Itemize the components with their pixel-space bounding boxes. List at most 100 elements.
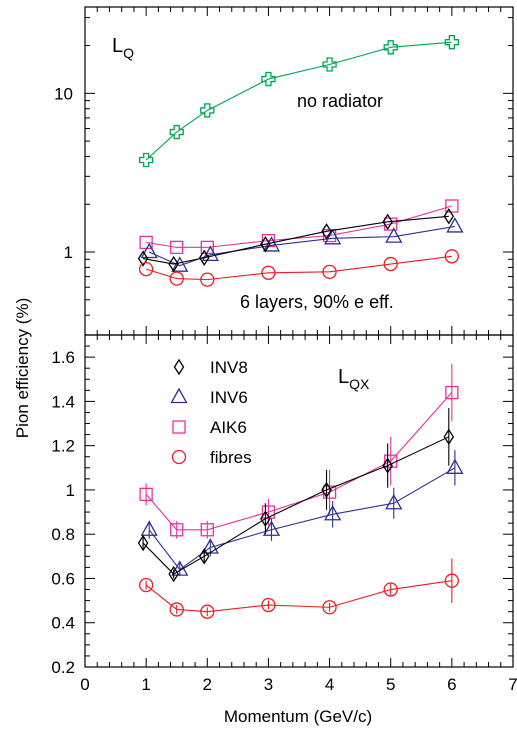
data-point-AIK6 bbox=[170, 523, 184, 537]
x-tick-label: 3 bbox=[264, 675, 273, 694]
x-tick-label: 7 bbox=[508, 675, 517, 694]
top-frame bbox=[84, 6, 514, 336]
data-point-INV6 bbox=[262, 520, 281, 536]
series-line-AIK6 bbox=[146, 205, 453, 248]
data-point-INV6 bbox=[385, 493, 403, 510]
legend-marker-fibres bbox=[171, 449, 187, 465]
data-point-AIK6 bbox=[200, 523, 214, 537]
y-tick-label: 1 bbox=[64, 243, 73, 262]
data-point-INV6 bbox=[324, 228, 342, 245]
panel-label-sub: Q bbox=[123, 45, 134, 61]
data-point-INV8 bbox=[168, 255, 179, 273]
annotation-no-radiator: no radiator bbox=[297, 91, 383, 111]
y-tick-label: 1 bbox=[66, 481, 75, 500]
legend-label-INV6: INV6 bbox=[210, 388, 248, 407]
x-tick-label: 2 bbox=[203, 675, 212, 694]
panel-label-top: LQ bbox=[112, 35, 134, 61]
legend-label-INV8: INV8 bbox=[210, 358, 248, 377]
data-point-INV8 bbox=[321, 223, 332, 240]
data-point-fibres bbox=[383, 582, 398, 597]
data-point-INV8 bbox=[443, 428, 455, 446]
y-tick-label: 1.4 bbox=[51, 392, 75, 411]
annotation-layers: 6 layers, 90% e eff. bbox=[240, 292, 394, 312]
series-line-INV8 bbox=[142, 215, 449, 265]
x-tick-label: 1 bbox=[141, 675, 150, 694]
legend: INV8 INV6 AIK6 fibres bbox=[170, 358, 252, 467]
series-line-fibres bbox=[145, 580, 452, 613]
data-point-fibres bbox=[138, 577, 154, 593]
data-point-fibres bbox=[322, 264, 337, 280]
data-point-fibres bbox=[444, 573, 460, 588]
series-line-fibres bbox=[145, 255, 452, 281]
x-tick-label: 0 bbox=[80, 675, 89, 694]
data-point-fibres bbox=[383, 256, 398, 272]
x-tick-label: 6 bbox=[447, 675, 456, 694]
data-point-INV6 bbox=[140, 242, 158, 259]
data-point-INV8 bbox=[321, 481, 332, 499]
y-tick-label: 0.6 bbox=[51, 569, 75, 588]
data-point-fibres bbox=[200, 604, 215, 619]
data-point-fibres bbox=[200, 272, 215, 287]
data-point-fibres bbox=[261, 265, 276, 280]
data-point-INV8 bbox=[168, 565, 179, 583]
series-line-INV8 bbox=[142, 436, 450, 575]
y-tick-label: 1.6 bbox=[51, 348, 75, 367]
legend-label-AIK6: AIK6 bbox=[210, 418, 247, 437]
data-point-INV8 bbox=[260, 236, 271, 253]
data-point-AIK6 bbox=[261, 505, 276, 519]
legend-marker-INV6 bbox=[170, 387, 188, 404]
data-point-INV8 bbox=[198, 249, 210, 266]
data-point-fibres bbox=[138, 261, 154, 277]
data-point-fibres bbox=[322, 600, 337, 615]
data-point-INV8 bbox=[137, 250, 149, 267]
y-tick-label: 0.2 bbox=[51, 658, 75, 677]
panel-label-bottom: LQX bbox=[338, 366, 370, 392]
legend-marker-AIK6 bbox=[172, 420, 186, 434]
data-point-AIK6 bbox=[445, 385, 459, 400]
data-point-green bbox=[261, 71, 276, 87]
data-point-INV8 bbox=[198, 548, 210, 565]
data-point-green bbox=[200, 103, 215, 118]
legend-marker-INV8 bbox=[173, 358, 185, 376]
series-line-green bbox=[145, 41, 452, 161]
data-point-INV8 bbox=[382, 213, 393, 231]
data-point-INV6 bbox=[171, 256, 189, 272]
data-point-fibres bbox=[444, 249, 460, 264]
data-point-INV8 bbox=[260, 510, 271, 527]
data-point-fibres bbox=[169, 271, 184, 286]
series-line-AIK6 bbox=[145, 392, 453, 531]
y-axis-label: Pion efficiency (%) bbox=[13, 298, 32, 438]
bottom-panel: 0.20.40.60.811.21.41.60 1 2 3 4 5 6 7LQXINV8INV… bbox=[51, 334, 517, 694]
data-point-INV6 bbox=[446, 217, 464, 233]
data-point-AIK6 bbox=[170, 240, 184, 255]
y-tick-label: 0.4 bbox=[51, 614, 75, 633]
data-point-green bbox=[169, 124, 184, 140]
y-tick-label: 10 bbox=[54, 84, 73, 103]
top-panel: 1 10 LQ no radiator 6 layers, 90% e eff. bbox=[54, 6, 514, 336]
data-point-green bbox=[138, 152, 154, 168]
data-point-INV8 bbox=[382, 457, 393, 474]
data-point-INV6 bbox=[324, 504, 342, 521]
data-point-green bbox=[383, 40, 398, 55]
data-point-green bbox=[322, 57, 337, 72]
data-point-INV6 bbox=[446, 458, 464, 474]
y-tick-label: 1.2 bbox=[51, 437, 75, 456]
data-point-AIK6 bbox=[139, 487, 153, 502]
data-point-fibres bbox=[261, 597, 276, 613]
series-line-INV6 bbox=[148, 225, 456, 267]
data-point-AIK6 bbox=[445, 199, 459, 213]
data-point-INV8 bbox=[443, 208, 455, 225]
data-point-INV8 bbox=[137, 534, 149, 552]
panel-label-sub: QX bbox=[349, 376, 370, 392]
data-point-INV6 bbox=[140, 520, 158, 536]
y-tick-label: 0.8 bbox=[51, 525, 75, 544]
x-tick-label: 4 bbox=[325, 675, 334, 694]
legend-label-fibres: fibres bbox=[210, 448, 252, 467]
x-axis-label: Momentum (GeV/c) bbox=[224, 707, 372, 726]
series-line-INV6 bbox=[148, 467, 456, 571]
data-point-green bbox=[444, 35, 460, 50]
data-point-INV6 bbox=[385, 227, 403, 243]
x-tick-label: 5 bbox=[386, 675, 395, 694]
